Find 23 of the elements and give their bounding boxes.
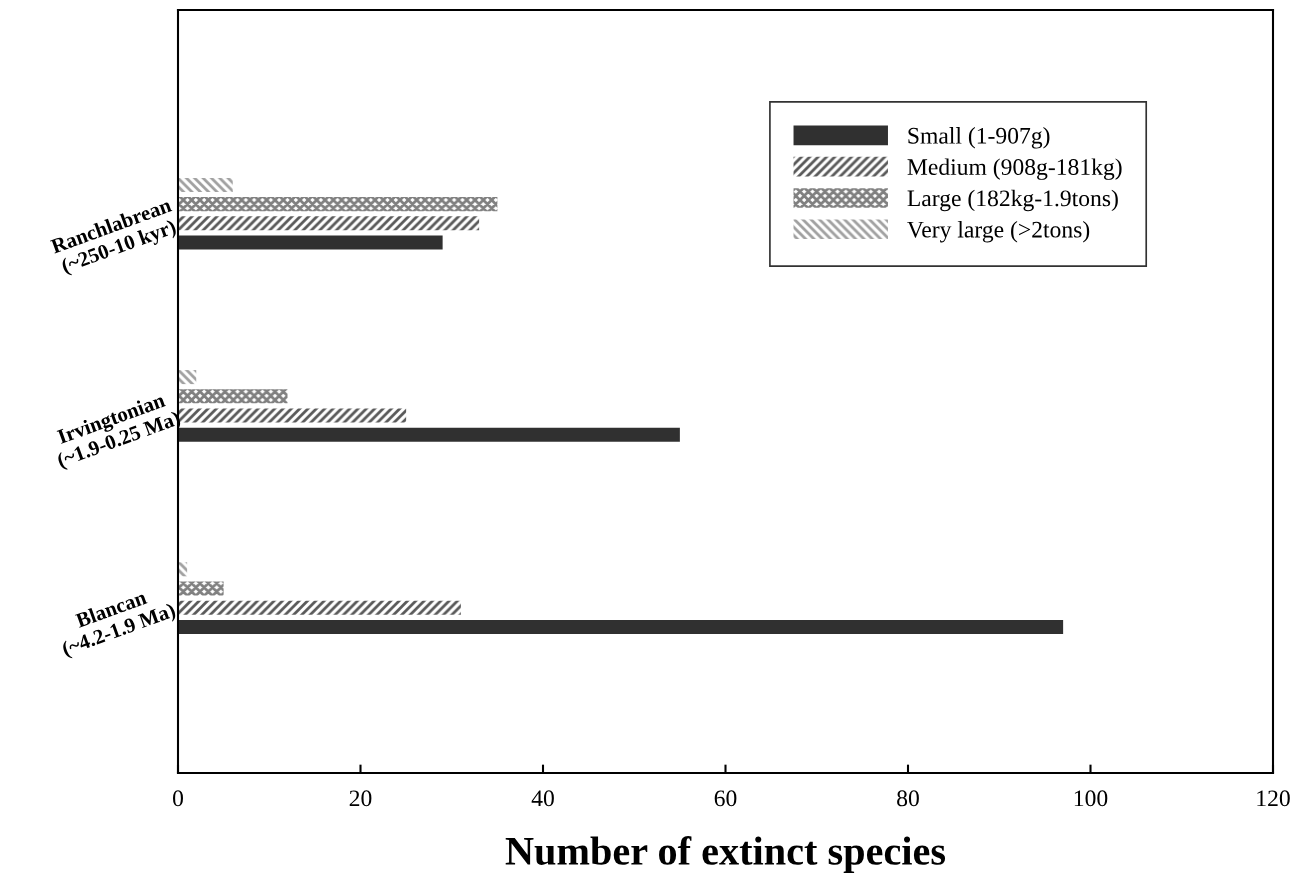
bar [178, 216, 480, 231]
legend-label: Large (182kg-1.9tons) [907, 189, 1118, 212]
bar [178, 619, 1064, 634]
x-tick-label: 120 [1257, 790, 1290, 807]
bar [178, 235, 443, 250]
x-tick-label: 20 [349, 790, 372, 807]
bar [178, 370, 197, 385]
bar [178, 581, 224, 596]
bar [178, 408, 407, 423]
bar [178, 600, 461, 615]
bar [178, 389, 288, 404]
x-tick-label: 60 [714, 790, 737, 807]
legend-label: Medium (908g-181kg) [907, 158, 1122, 180]
x-tick-label: 0 [173, 790, 183, 807]
x-tick-label: 80 [897, 790, 919, 807]
x-tick-label: 100 [1074, 790, 1108, 807]
legend-label: Very large (>2tons) [907, 221, 1090, 243]
x-tick-label: 40 [531, 790, 554, 807]
legend-label: Small (1-907g) [908, 127, 1050, 149]
bar [178, 197, 498, 212]
x-axis-title: Number of extinct species [505, 836, 946, 874]
bar [178, 177, 233, 192]
bar [178, 427, 680, 442]
